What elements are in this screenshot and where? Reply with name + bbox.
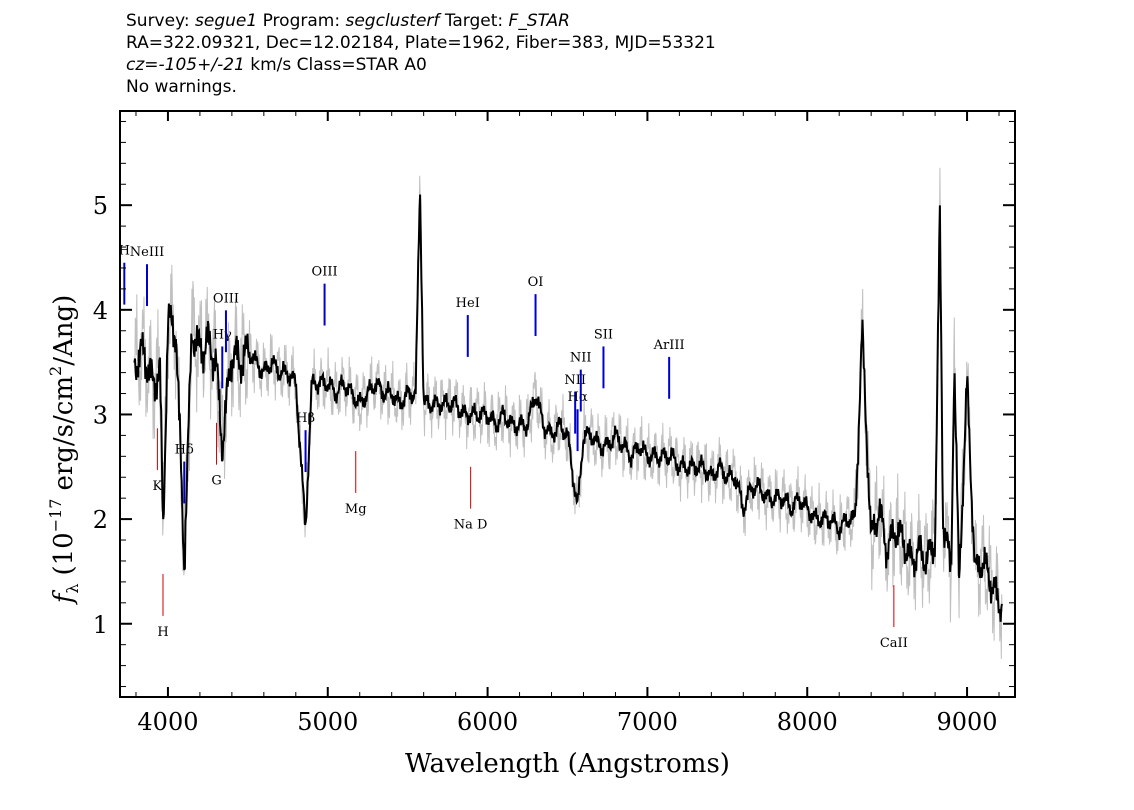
flux-curve	[133, 194, 1003, 622]
x-tick-label-5: 9000	[937, 708, 998, 736]
x-tick-label-0: 4000	[137, 708, 198, 736]
x-tick-label-1: 5000	[297, 708, 358, 736]
y-label-sq: 2	[46, 366, 65, 376]
y-axis-label: fλ(10−17erg/s/cm2/Ang)	[46, 295, 82, 606]
survey-label: Survey:	[126, 11, 190, 31]
plot-frame	[119, 110, 1016, 698]
line-label-3: Hγ	[213, 327, 232, 342]
header-line-2: RA=322.09321, Dec=12.02184, Plate=1962, …	[126, 33, 716, 53]
line-label-16: G	[211, 474, 221, 489]
program-value: segclusterf	[345, 11, 440, 31]
line-label-6: OIII	[312, 265, 338, 280]
x-tick-label-4: 8000	[777, 708, 838, 736]
line-label-15: H	[157, 625, 168, 640]
line-label-11: NII	[570, 351, 592, 366]
line-label-12: SII	[594, 327, 613, 342]
y-tick-label-3: 4	[93, 297, 108, 325]
line-label-10: Hα	[568, 390, 588, 405]
line-label-5: Hβ	[296, 411, 315, 426]
line-label-8: OI	[528, 275, 544, 290]
line-label-13: ArIII	[653, 338, 685, 353]
line-label-1: NeIII	[130, 245, 164, 260]
line-label-18: Na D	[454, 518, 488, 533]
error-band	[133, 167, 1003, 660]
y-label-sub: λ	[63, 584, 82, 594]
survey-value: segue1	[195, 11, 258, 31]
x-tick-label-2: 6000	[457, 708, 518, 736]
line-label-19: CaII	[880, 636, 908, 651]
y-label-close: /Ang)	[49, 295, 79, 366]
y-axis-ticks: 1 2 3 4 5	[93, 120, 1015, 688]
line-label-0: H	[119, 244, 130, 259]
line-label-9: NII	[564, 373, 586, 388]
y-tick-label-1: 2	[93, 506, 108, 534]
flux-series	[133, 194, 1003, 622]
line-label-2: Hδ	[175, 443, 194, 458]
y-tick-label-2: 3	[93, 401, 108, 429]
x-axis-ticks: 4000 5000 6000 7000 8000 9000	[135, 111, 1000, 736]
y-label-exp: −17	[46, 499, 65, 533]
y-label-mid: erg/s/cm	[49, 376, 79, 491]
cz-label: cz=	[126, 55, 159, 75]
target-value: F_STAR	[508, 11, 570, 31]
line-label-17: Mg	[345, 502, 367, 517]
y-tick-label-0: 1	[93, 611, 108, 639]
header-line-1: Survey: segue1 Program: segclusterf Targ…	[126, 10, 716, 32]
error-curve	[133, 167, 1003, 660]
x-axis-label: Wavelength (Angstroms)	[405, 749, 730, 779]
header-line-3: cz=-105+/-21 km/s Class=STAR A0	[126, 54, 716, 76]
x-tick-label-3: 7000	[617, 708, 678, 736]
y-label-open: (10	[49, 532, 79, 575]
target-label: Target:	[444, 11, 504, 31]
program-label: Program:	[262, 11, 341, 31]
header-line-4: No warnings.	[126, 77, 237, 97]
line-label-14: K	[153, 479, 163, 494]
spectral-line-markers: H NeIIIHδHγOIIIHβOIIIHeIOINIIHαNIISIIArII…	[119, 244, 908, 651]
y-tick-label-4: 5	[93, 192, 108, 220]
spectrum-header: Survey: segue1 Program: segclusterf Targ…	[126, 10, 716, 98]
cz-rest: km/s Class=STAR A0	[250, 55, 427, 75]
cz-value: -105+/-21	[158, 55, 245, 75]
line-label-4: OIII	[213, 291, 239, 306]
line-label-7: HeI	[456, 296, 480, 311]
